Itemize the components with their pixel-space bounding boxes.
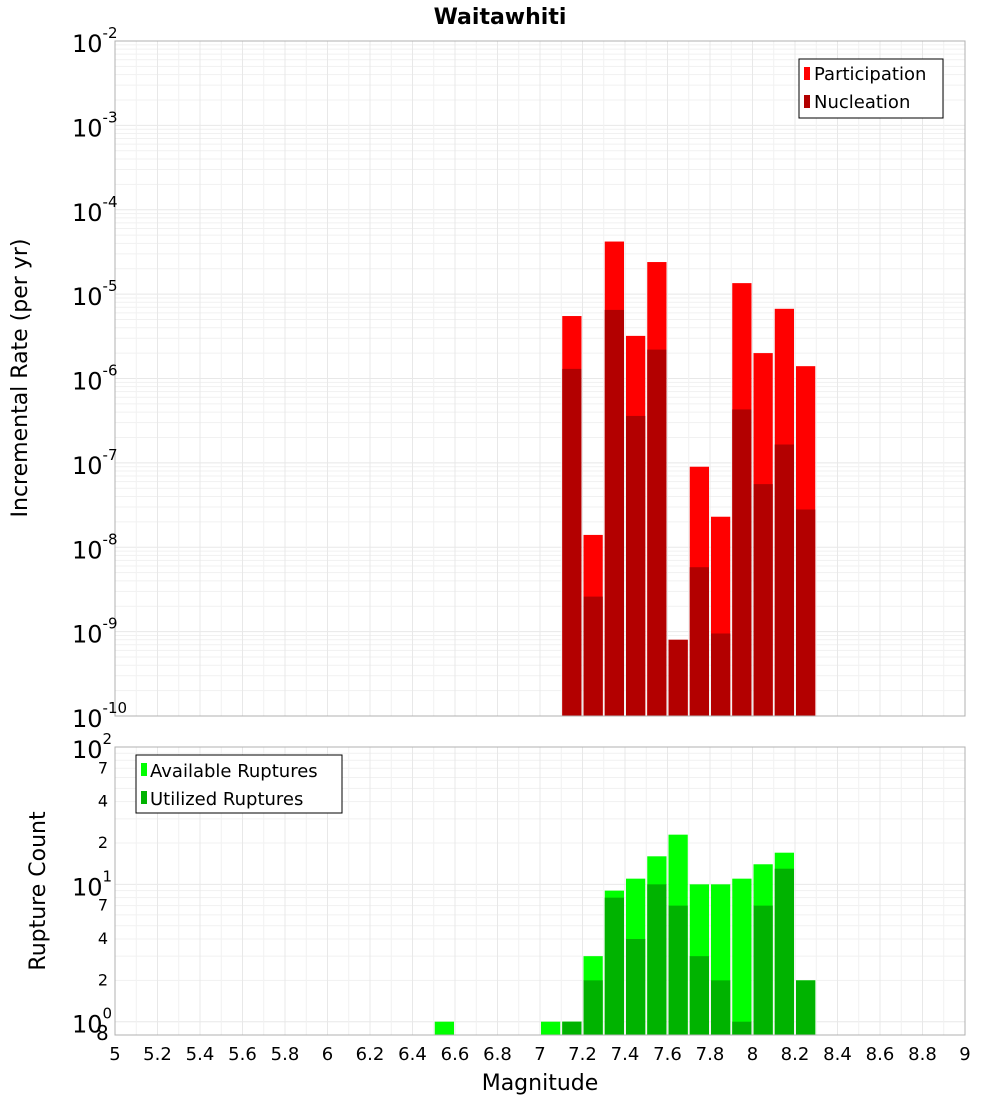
bottom-y-axis-label: Rupture Count (26, 811, 51, 971)
x-tick-label: 9 (959, 1044, 970, 1065)
utilized-ruptures-bar (796, 980, 816, 1035)
available-ruptures-bar (541, 1021, 561, 1035)
available-ruptures-bar (434, 1021, 454, 1035)
x-tick-label: 8.2 (781, 1044, 810, 1065)
legend-nucleation-swatch (804, 95, 810, 108)
x-tick-label: 6.6 (441, 1044, 470, 1065)
utilized-ruptures-bar (562, 1021, 582, 1035)
utilized-ruptures-bar (583, 980, 603, 1035)
nucleation-bar (562, 368, 582, 716)
bottom-plot-frame (114, 746, 966, 1036)
chart-title: Waitawhiti (434, 5, 567, 30)
utilized-ruptures-bar (647, 884, 667, 1035)
bottom-y-tick-major-label: 101 (72, 867, 112, 901)
nucleation-bar (668, 639, 688, 716)
legend-participation-label: Participation (814, 64, 926, 85)
utilized-ruptures-bar (774, 868, 794, 1035)
nucleation-bar (626, 415, 646, 716)
utilized-ruptures-bar (689, 956, 709, 1035)
top-y-tick-label: 10-8 (72, 530, 118, 564)
top-y-tick-label: 10-5 (72, 277, 118, 311)
nucleation-bar (604, 309, 624, 716)
x-axis-label: Magnitude (482, 1071, 599, 1096)
legend-available-label: Available Ruptures (150, 761, 318, 782)
bottom-y-tick-edge-label: 8 (96, 1021, 109, 1045)
utilized-ruptures-bar (753, 905, 773, 1035)
top-y-tick-label: 10-10 (72, 699, 127, 733)
utilized-ruptures-bar (732, 1021, 752, 1035)
x-tick-label: 5 (109, 1044, 120, 1065)
nucleation-bar (753, 484, 773, 716)
x-tick-label: 7.6 (653, 1044, 682, 1065)
nucleation-bar (711, 633, 731, 716)
x-tick-label: 6.2 (356, 1044, 385, 1065)
bottom-panel: 100 101 102 2 4 7 2 4 7 8 5 5.2 5.4 5.6 5.8 6 6.2 6.4 6.6… (26, 730, 971, 1096)
bottom-y-tick-minor-label: 7 (98, 896, 108, 915)
x-tick-label: 6 (322, 1044, 333, 1065)
legend-nucleation-label: Nucleation (814, 92, 910, 113)
top-legend: Participation Nucleation (798, 58, 944, 119)
x-tick-label: 7.2 (568, 1044, 597, 1065)
top-plot-frame (114, 40, 966, 717)
utilized-ruptures-bar (604, 897, 624, 1035)
bottom-y-tick-minor-label: 4 (98, 929, 108, 948)
utilized-ruptures-bar (626, 939, 646, 1035)
x-tick-label: 7.4 (611, 1044, 640, 1065)
legend-participation-swatch (804, 67, 810, 80)
bottom-y-tick-major-label: 102 (72, 730, 112, 764)
legend-available-swatch (141, 763, 147, 776)
bottom-y-tick-minor-label: 7 (98, 758, 108, 777)
top-y-tick-label: 10-2 (72, 24, 118, 58)
nucleation-bar (774, 444, 794, 716)
nucleation-bar (689, 567, 709, 716)
nucleation-bar (647, 349, 667, 716)
bottom-y-tick-minor-label: 2 (98, 970, 108, 989)
top-panel: 10-10 10-9 10-8 10-7 10-6 10-5 10-4 10-3 10-2 In… (8, 24, 966, 733)
nucleation-bar (796, 509, 816, 716)
x-tick-label: 5.6 (228, 1044, 257, 1065)
available-ruptures-bar (732, 878, 752, 1035)
x-tick-label: 8.8 (908, 1044, 937, 1065)
x-tick-label: 5.2 (143, 1044, 172, 1065)
utilized-ruptures-bar (711, 980, 731, 1035)
x-tick-label: 5.8 (271, 1044, 300, 1065)
x-tick-label: 8 (747, 1044, 758, 1065)
x-tick-label: 5.4 (186, 1044, 215, 1065)
x-tick-label: 7.8 (696, 1044, 725, 1065)
top-y-tick-label: 10-3 (72, 108, 118, 142)
legend-utilized-swatch (141, 791, 147, 804)
utilized-ruptures-bar (668, 905, 688, 1035)
x-tick-label: 8.4 (823, 1044, 852, 1065)
top-y-tick-label: 10-4 (72, 193, 118, 227)
bottom-y-tick-minor-label: 4 (98, 792, 108, 811)
x-tick-label: 7 (534, 1044, 545, 1065)
top-y-tick-label: 10-6 (72, 362, 118, 396)
legend-utilized-label: Utilized Ruptures (150, 789, 303, 810)
top-y-axis-label: Incremental Rate (per yr) (8, 239, 33, 518)
nucleation-bar (732, 409, 752, 716)
x-tick-label: 8.6 (866, 1044, 895, 1065)
top-y-tick-label: 10-9 (72, 615, 118, 649)
bottom-y-tick-major-label: 100 (72, 1005, 112, 1039)
top-y-tick-label: 10-7 (72, 446, 118, 480)
bottom-y-tick-minor-label: 2 (98, 833, 108, 852)
x-tick-label: 6.4 (398, 1044, 427, 1065)
x-tick-label: 6.8 (483, 1044, 512, 1065)
nucleation-bar (583, 596, 603, 716)
bottom-legend: Available Ruptures Utilized Ruptures (135, 754, 343, 814)
